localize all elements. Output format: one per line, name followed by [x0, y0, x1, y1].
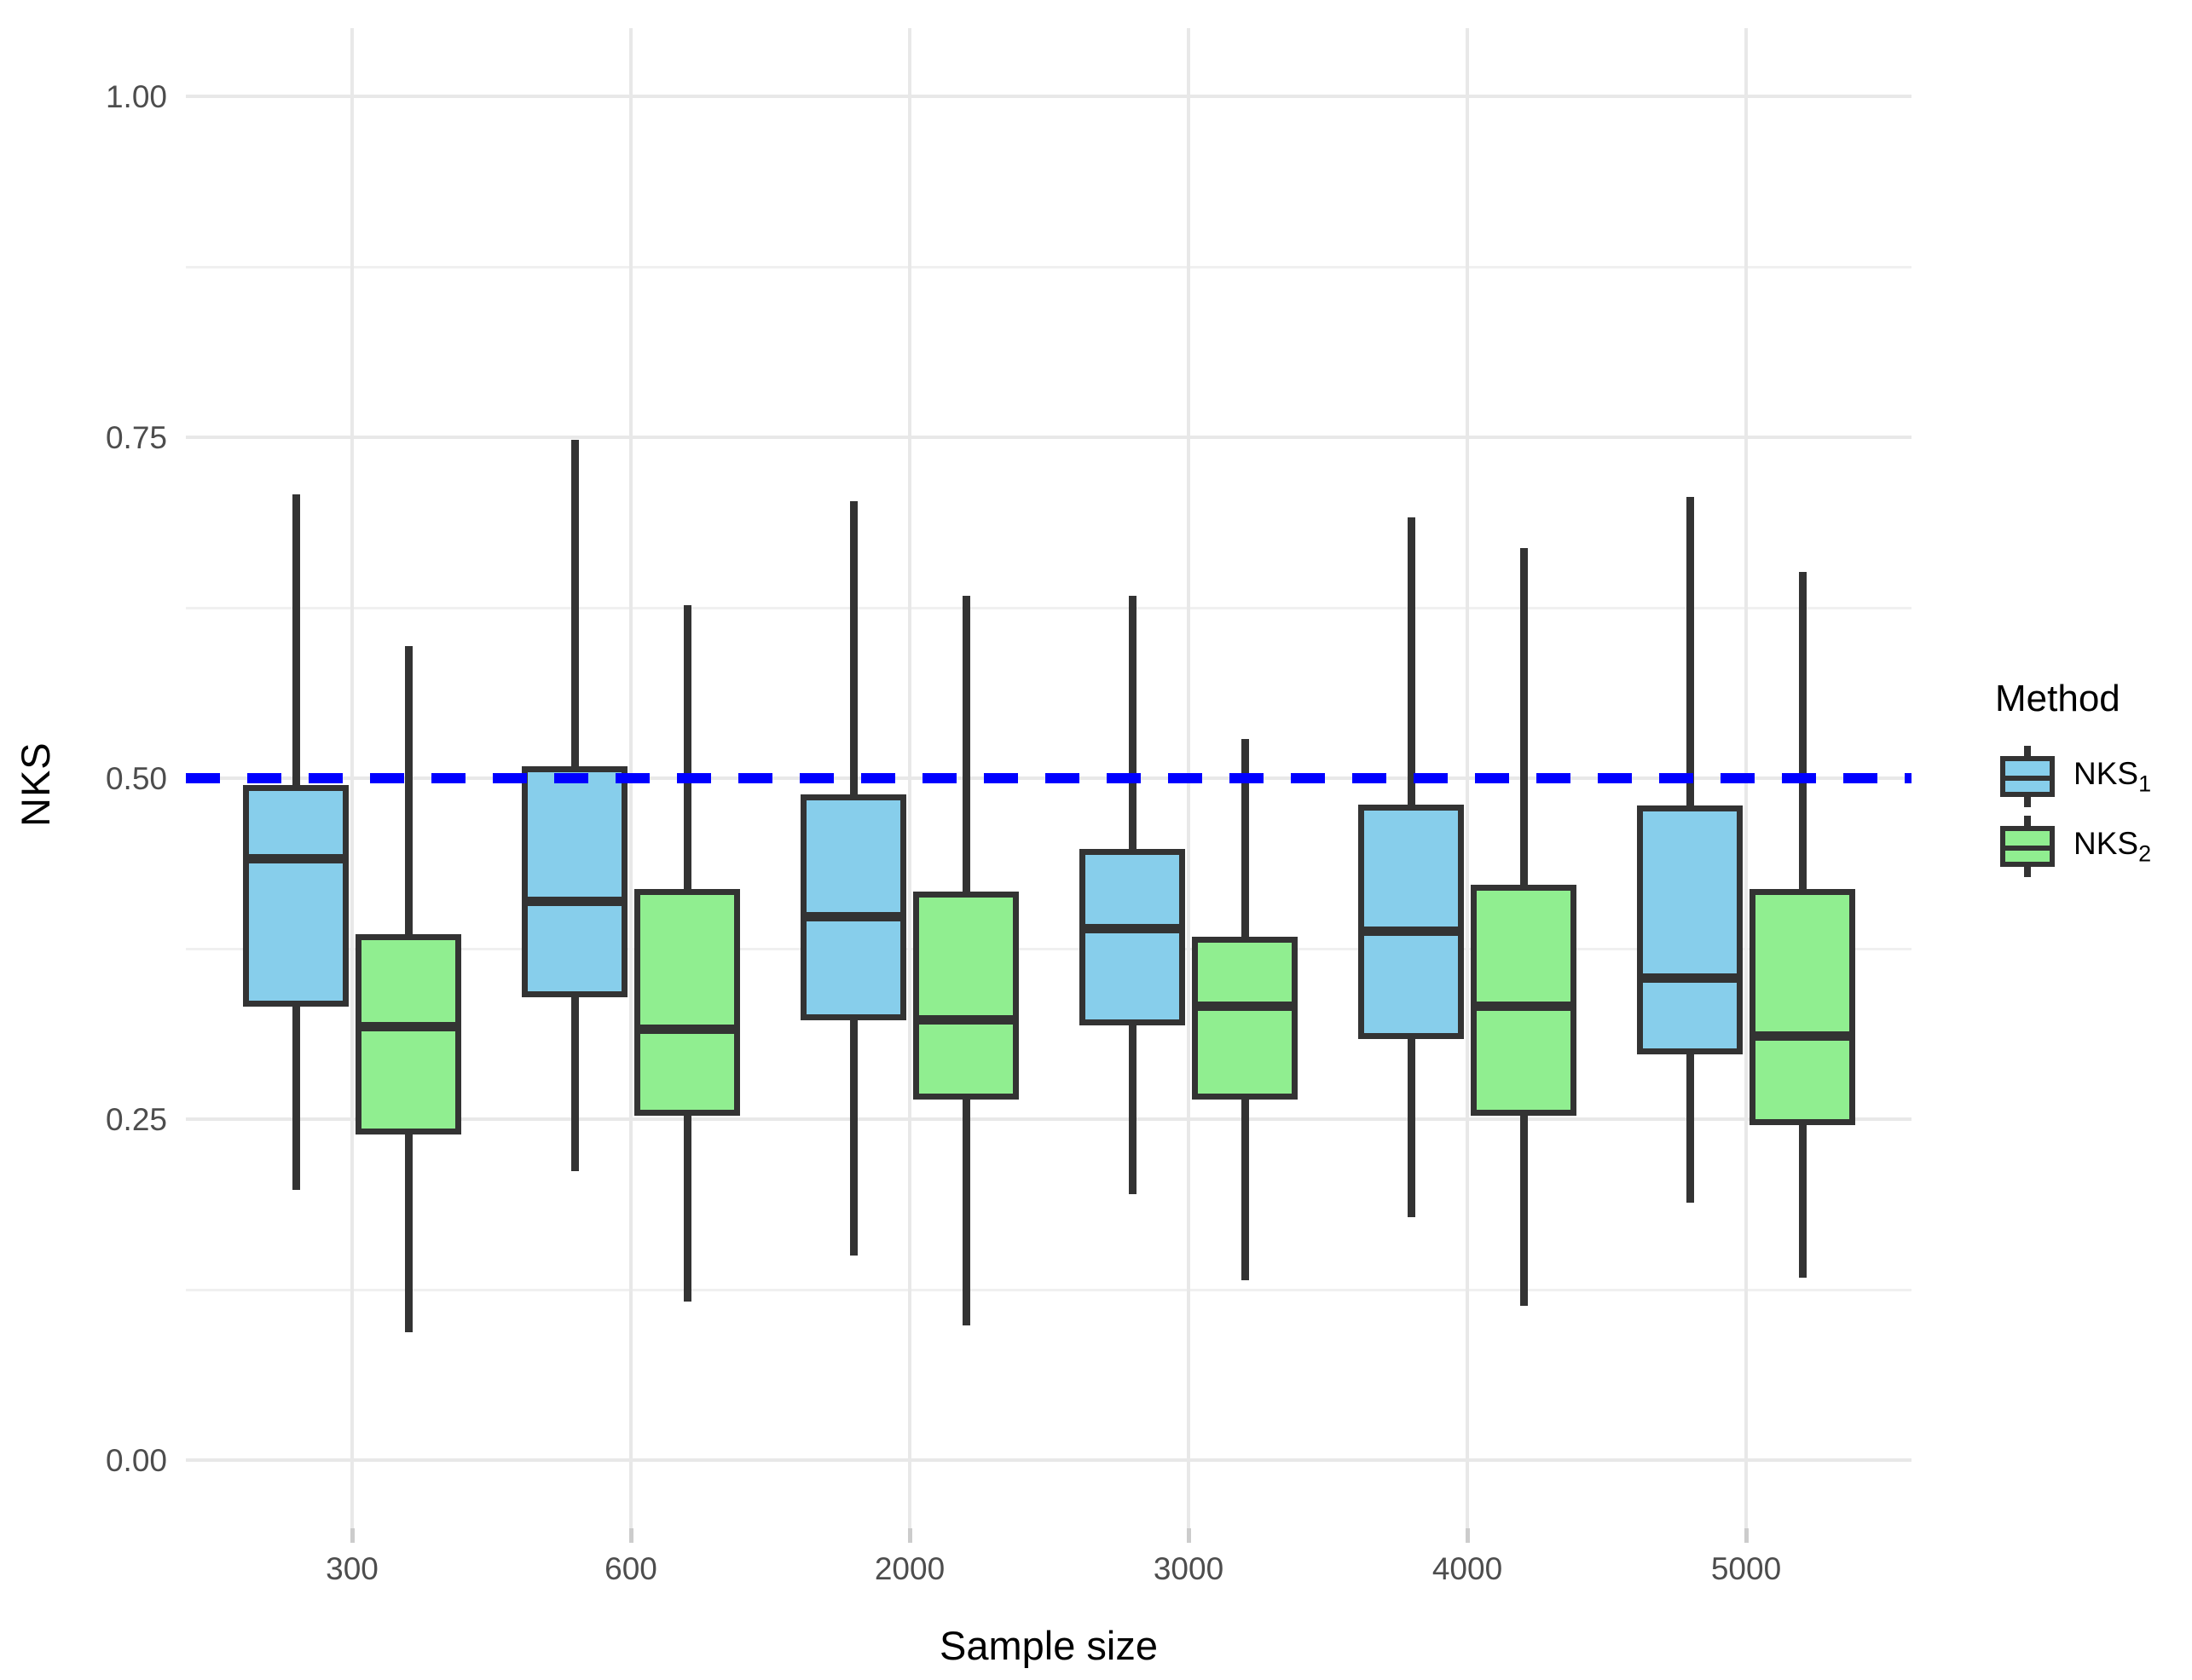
boxplot-median-nks2	[919, 1015, 1013, 1025]
legend-item-label: NKS1	[2073, 755, 2152, 797]
boxplot-box-nks2	[356, 933, 461, 1135]
legend-items: NKS1 NKS2	[1995, 744, 2187, 879]
x-axis-tick-mark	[1744, 1528, 1749, 1543]
legend: Method NKS1 NKS2	[1995, 678, 2187, 884]
legend-key-median	[2005, 776, 2050, 781]
gridline-major-horizontal	[186, 436, 1911, 439]
boxplot-median-nks2	[361, 1022, 455, 1032]
boxplot-box-nks1	[1637, 805, 1743, 1054]
legend-key-median	[2005, 846, 2050, 851]
boxplot-median-nks2	[640, 1025, 734, 1035]
legend-key-box	[2000, 826, 2055, 867]
boxplot-median-nks2	[1755, 1031, 1849, 1042]
y-tick-label: 0.00	[105, 1443, 167, 1478]
legend-key-whisker-bottom	[2024, 867, 2031, 877]
legend-item: NKS1	[1995, 744, 2187, 809]
x-tick-label: 3000	[1153, 1551, 1224, 1586]
boxplot-median-nks1	[528, 897, 622, 906]
x-tick-label: 300	[326, 1551, 379, 1586]
gridline-major-horizontal	[186, 95, 1911, 98]
boxplot-median-nks1	[807, 911, 900, 921]
legend-key-whisker-top	[2024, 816, 2031, 826]
boxplot-box-nks1	[522, 765, 628, 997]
plot-panel	[186, 28, 1911, 1528]
x-tick-label: 600	[604, 1551, 657, 1586]
legend-key-whisker-top	[2024, 746, 2031, 756]
legend-key-whisker-bottom	[2024, 797, 2031, 807]
legend-item-label: NKS2	[2073, 825, 2152, 867]
x-axis-title: Sample size	[940, 1623, 1158, 1668]
boxplot-median-nks1	[1364, 927, 1458, 937]
legend-key-boxplot-icon	[1995, 814, 2060, 879]
x-tick-label: 5000	[1710, 1551, 1782, 1586]
x-axis-tick-mark	[629, 1528, 633, 1543]
x-axis-tick-mark	[1187, 1528, 1191, 1543]
boxplot-median-nks1	[249, 854, 343, 864]
legend-title: Method	[1995, 678, 2120, 719]
boxplot-box-nks1	[1358, 804, 1464, 1040]
boxplot-box-nks2	[913, 892, 1019, 1100]
x-tick-label: 2000	[874, 1551, 946, 1586]
boxplot-box-nks2	[1471, 885, 1576, 1116]
x-axis-tick-mark	[908, 1528, 912, 1543]
boxplot-median-nks1	[1085, 924, 1179, 933]
boxplot-box-nks2	[1750, 888, 1855, 1126]
gridline-minor-horizontal	[186, 1289, 1911, 1291]
x-axis-tick-mark	[1466, 1528, 1470, 1543]
legend-key-boxplot-icon	[1995, 744, 2060, 809]
x-axis-tick-mark	[350, 1528, 355, 1543]
legend-item: NKS2	[1995, 814, 2187, 879]
gridline-minor-horizontal	[186, 266, 1911, 268]
boxplot-median-nks1	[1643, 973, 1737, 983]
boxplot-median-nks2	[1477, 1002, 1570, 1012]
gridline-major-horizontal	[186, 1117, 1911, 1121]
reference-line-dashed	[186, 773, 1911, 783]
y-tick-label: 0.50	[105, 761, 167, 796]
boxplot-box-nks2	[1192, 936, 1298, 1100]
boxplot-box-nks1	[243, 785, 349, 1007]
boxplot-box-nks1	[1079, 849, 1185, 1026]
y-axis-title: NKS	[13, 742, 58, 827]
y-tick-label: 1.00	[105, 79, 167, 114]
y-tick-label: 0.25	[105, 1102, 167, 1137]
y-tick-label: 0.75	[105, 420, 167, 455]
gridline-minor-horizontal	[186, 607, 1911, 609]
boxplot-median-nks2	[1198, 1002, 1292, 1012]
gridline-major-horizontal	[186, 1458, 1911, 1462]
legend-key-box	[2000, 756, 2055, 797]
boxplot-box-nks1	[801, 794, 906, 1020]
boxplot-box-nks2	[634, 888, 740, 1116]
x-tick-label: 4000	[1431, 1551, 1503, 1586]
gridline-minor-horizontal	[186, 948, 1911, 950]
